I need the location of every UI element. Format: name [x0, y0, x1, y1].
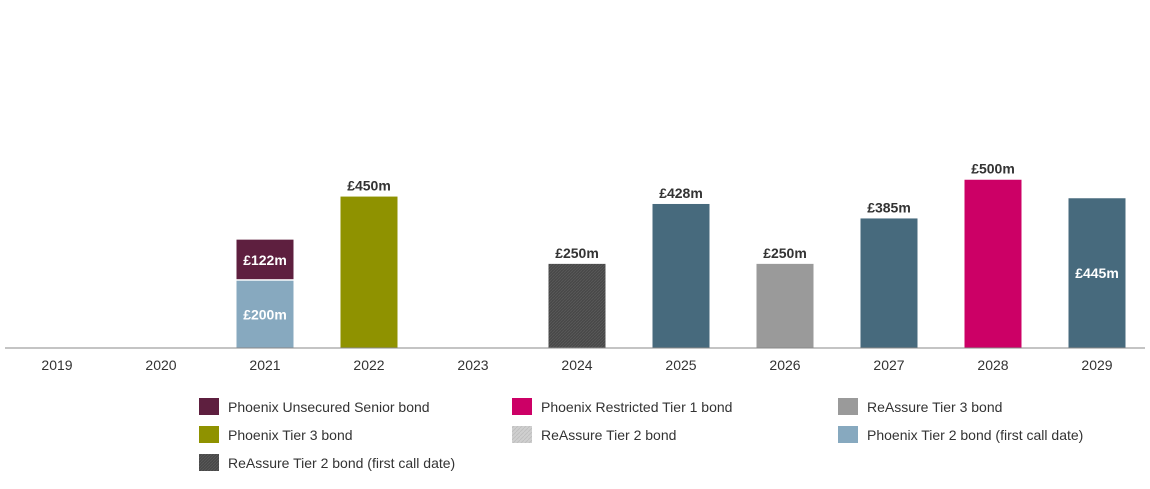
data-label-2029-series: £445m [1075, 265, 1119, 281]
data-label-2021-phoenix-tier-2-bond-first-call-date: £200m [243, 306, 287, 322]
data-label-2025-series: £428m [659, 185, 703, 201]
legend-label-reassure-tier-2-bond: ReAssure Tier 2 bond [541, 427, 676, 443]
legend-label-phoenix-unsecured-senior-bond: Phoenix Unsecured Senior bond [228, 399, 430, 415]
legend-label-phoenix-restricted-tier-1-bond: Phoenix Restricted Tier 1 bond [541, 399, 732, 415]
legend-swatch-phoenix-tier-2-bond-first-call-date [838, 426, 858, 443]
bar-2028-phoenix-restricted-tier-1-bond [964, 179, 1022, 348]
x-tick-2028: 2028 [977, 357, 1008, 373]
legend-label-phoenix-tier-2-bond-first-call-date: Phoenix Tier 2 bond (first call date) [867, 427, 1083, 443]
data-label-2024-reassure-tier-2-bond-first-call-date: £250m [555, 245, 599, 261]
x-tick-2024: 2024 [561, 357, 592, 373]
bar-2025-series [652, 203, 710, 348]
data-label-2027-series: £385m [867, 199, 911, 215]
legend-swatch-reassure-tier-2-bond-first-call-date [199, 454, 219, 471]
legend-swatch-reassure-tier-2-bond [512, 426, 532, 443]
x-tick-2021: 2021 [249, 357, 280, 373]
data-label-2028-phoenix-restricted-tier-1-bond: £500m [971, 161, 1015, 177]
bar-2024-reassure-tier-2-bond-first-call-date [548, 263, 606, 348]
x-tick-2029: 2029 [1081, 357, 1112, 373]
x-axis-ticks: 2019 2020 2021 2022 2023 2024 2025 2026 2027 2028… [41, 357, 1112, 373]
legend-swatch-phoenix-unsecured-senior-bond [199, 398, 219, 415]
bar-2021-phoenix-unsecured-senior-bond [236, 239, 294, 280]
bar-2021-phoenix-tier-2-bond-first-call-date [236, 280, 294, 348]
legend: Phoenix Unsecured Senior bond Phoenix Res… [199, 398, 1083, 471]
bar-2022-phoenix-tier-3-bond [340, 196, 398, 348]
data-label-2022-phoenix-tier-3-bond: £450m [347, 178, 391, 194]
x-tick-2020: 2020 [145, 357, 176, 373]
data-label-2026-reassure-tier-3-bond: £250m [763, 245, 807, 261]
legend-swatch-reassure-tier-3-bond [838, 398, 858, 415]
x-tick-2023: 2023 [457, 357, 488, 373]
data-label-2021-phoenix-unsecured-senior-bond: £122m [243, 252, 287, 268]
x-tick-2025: 2025 [665, 357, 696, 373]
x-tick-2019: 2019 [41, 357, 72, 373]
bar-2027-series [860, 218, 918, 348]
bar-2029-series [1068, 198, 1126, 348]
bar-2026-reassure-tier-3-bond [756, 263, 814, 348]
x-tick-2027: 2027 [873, 357, 904, 373]
bars-layer [236, 179, 1126, 348]
legend-label-phoenix-tier-3-bond: Phoenix Tier 3 bond [228, 427, 353, 443]
legend-swatch-phoenix-restricted-tier-1-bond [512, 398, 532, 415]
x-tick-2022: 2022 [353, 357, 384, 373]
legend-label-reassure-tier-3-bond: ReAssure Tier 3 bond [867, 399, 1002, 415]
legend-swatch-phoenix-tier-3-bond [199, 426, 219, 443]
legend-label-reassure-tier-2-bond-first-call-date: ReAssure Tier 2 bond (first call date) [228, 455, 455, 471]
data-labels-layer: £200m £122m £450m £250m £428m £250m £385m £500m… [243, 161, 1119, 323]
x-tick-2026: 2026 [769, 357, 800, 373]
